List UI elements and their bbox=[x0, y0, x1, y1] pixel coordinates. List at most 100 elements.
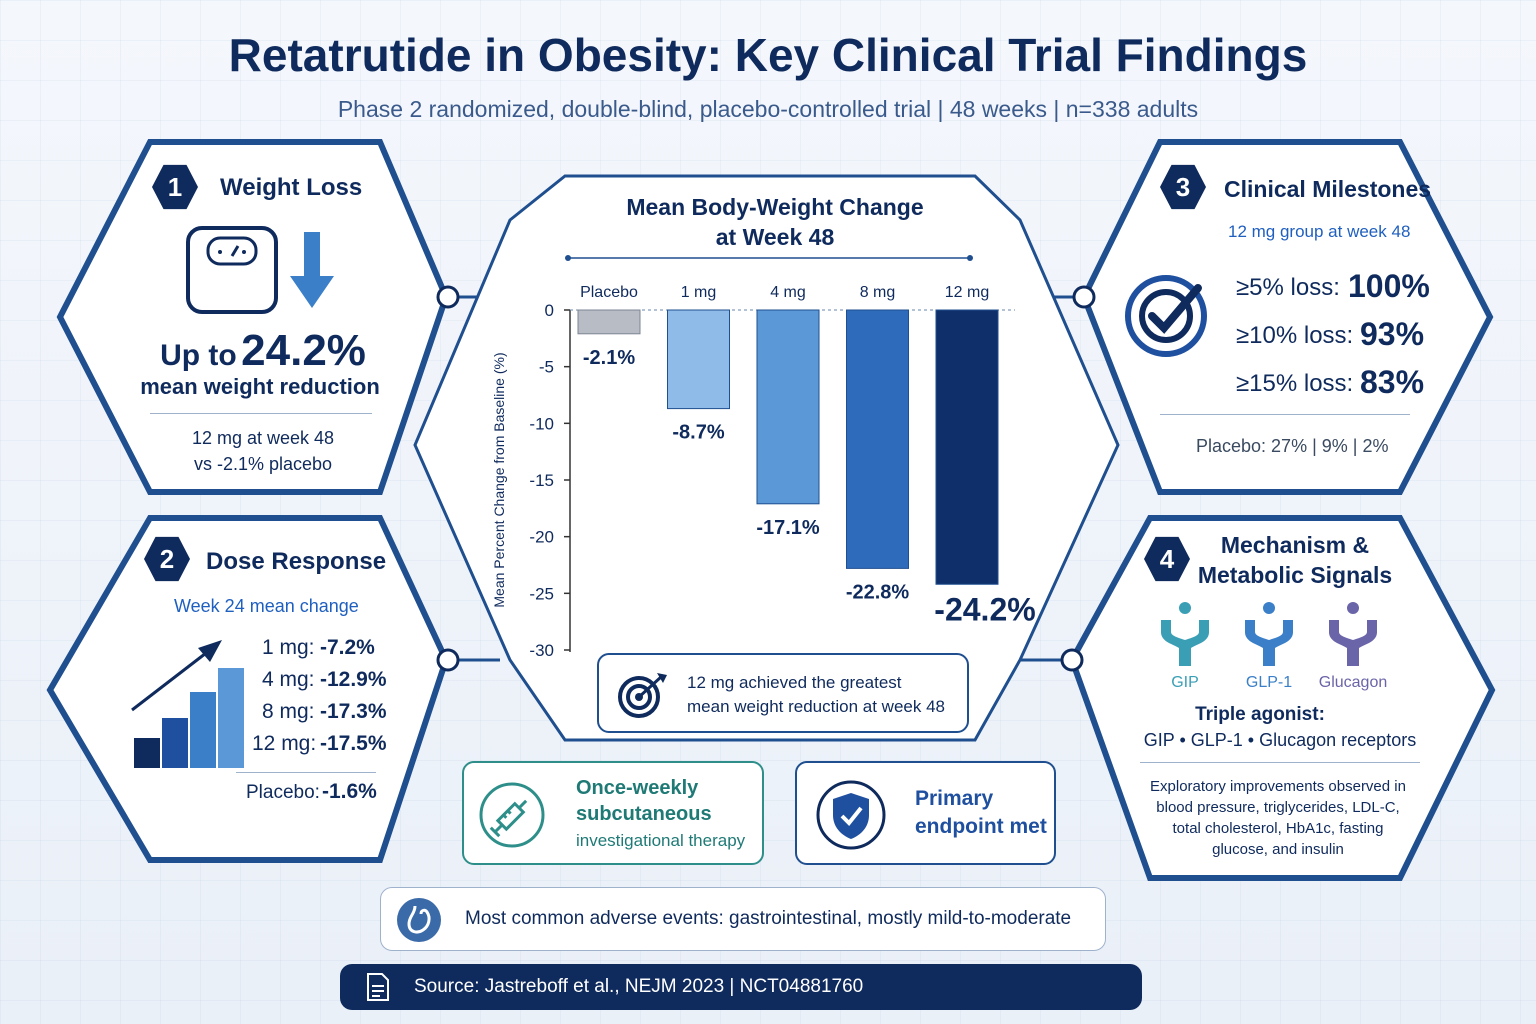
y-axis-label: Mean Percent Change from Baseline (%) bbox=[491, 352, 507, 607]
milestone-label: ≥10% loss: bbox=[1236, 322, 1354, 349]
bar bbox=[756, 309, 820, 505]
shield-check-icon bbox=[816, 780, 886, 850]
divider bbox=[150, 413, 372, 414]
source-text: Source: Jastreboff et al., NEJM 2023 | N… bbox=[414, 976, 864, 997]
milestone-label: ≥15% loss: bbox=[1236, 370, 1354, 397]
receptor-icon bbox=[1329, 602, 1377, 666]
receptor-label: Glucagon bbox=[1318, 674, 1388, 691]
y-tick-label: -5 bbox=[539, 358, 554, 377]
y-tick-label: -25 bbox=[529, 584, 554, 603]
connector-dot-1 bbox=[436, 285, 460, 309]
panel-1-frame bbox=[56, 139, 450, 495]
chart-note-card: 12 mg achieved the greatest mean weight … bbox=[597, 653, 969, 733]
exploratory-text: Exploratory improvements observed in blo… bbox=[1118, 776, 1438, 860]
milestone-value: 93% bbox=[1360, 316, 1425, 352]
bar bbox=[935, 309, 999, 585]
category-label: 1 mg bbox=[681, 284, 717, 301]
y-tick-label: -30 bbox=[529, 641, 554, 660]
headline-value: 24.2% bbox=[241, 326, 366, 375]
endpoint-card: Primary endpoint met bbox=[795, 761, 1056, 865]
dose-value: -7.2% bbox=[320, 636, 375, 659]
dose-label: 8 mg: bbox=[262, 700, 315, 723]
receptor-3: Glucagon bbox=[1316, 600, 1390, 692]
connector-dot-3 bbox=[1072, 285, 1096, 309]
y-tick-label: -15 bbox=[529, 471, 554, 490]
rising-bars-icon bbox=[131, 640, 244, 768]
receptor-icon bbox=[1245, 602, 1293, 666]
milestone-placebo: Placebo: 27% | 9% | 2% bbox=[1196, 436, 1389, 456]
placebo-label: Placebo: bbox=[246, 782, 320, 803]
chart-title-line-2: at Week 48 bbox=[715, 224, 835, 250]
exploratory-line: blood pressure, triglycerides, LDL-C, bbox=[1156, 799, 1400, 816]
y-tick-label: 0 bbox=[545, 301, 554, 320]
injection-line-1: Once-weekly bbox=[576, 777, 699, 799]
bar bbox=[667, 309, 730, 410]
milestone-label: ≥5% loss: bbox=[1236, 274, 1340, 301]
note-line-2: vs -2.1% placebo bbox=[193, 454, 333, 474]
value-label: -24.2% bbox=[934, 591, 1035, 627]
exploratory-line: total cholesterol, HbA1c, fasting bbox=[1172, 820, 1384, 837]
agonist-detail: GIP • GLP-1 • Glucagon receptors bbox=[1143, 730, 1417, 750]
category-label: 12 mg bbox=[945, 284, 989, 301]
bar bbox=[577, 309, 641, 335]
divider bbox=[236, 772, 376, 773]
receptor-icon bbox=[1161, 602, 1209, 666]
panel-3-subtitle: 12 mg group at week 48 bbox=[1228, 222, 1411, 241]
category-label: 4 mg bbox=[770, 284, 806, 301]
source-bar: Source: Jastreboff et al., NEJM 2023 | N… bbox=[340, 964, 1142, 1010]
panel-3-title: Clinical Milestones bbox=[1224, 176, 1432, 202]
placebo-value: -1.6% bbox=[322, 780, 377, 803]
stomach-icon bbox=[397, 898, 441, 942]
dose-value: -17.5% bbox=[320, 732, 387, 755]
panel-4-title-line-1: Mechanism & bbox=[1220, 532, 1370, 558]
syringe-icon bbox=[479, 782, 545, 848]
target-check-icon bbox=[1125, 275, 1207, 357]
scale-icon bbox=[186, 226, 334, 314]
receptor-label: GLP-1 bbox=[1245, 674, 1293, 691]
value-label: -8.7% bbox=[672, 422, 724, 444]
weight-change-chart: Mean Percent Change from Baseline (%) 0 -… bbox=[491, 255, 1036, 660]
divider bbox=[1160, 414, 1410, 415]
y-tick-label: -20 bbox=[529, 528, 554, 547]
connector-dot-4 bbox=[1060, 648, 1084, 672]
dose-label: 4 mg: bbox=[262, 668, 315, 691]
y-tick-label: -10 bbox=[529, 414, 554, 433]
receptor-label: GIP bbox=[1171, 674, 1199, 691]
document-icon bbox=[367, 973, 389, 1001]
chart-note-line-2: mean weight reduction at week 48 bbox=[687, 697, 945, 716]
chart-note-line-1: 12 mg achieved the greatest bbox=[687, 673, 902, 692]
milestone-value: 83% bbox=[1360, 364, 1425, 400]
value-label: -22.8% bbox=[846, 581, 910, 603]
adverse-events-text: Most common adverse events: gastrointest… bbox=[465, 908, 1072, 929]
value-label: -2.1% bbox=[583, 347, 635, 369]
value-label: -17.1% bbox=[756, 517, 820, 539]
headline: Up to 24.2% bbox=[138, 326, 388, 376]
panel-1-title: Weight Loss bbox=[220, 174, 363, 201]
receptor-2: GLP-1 bbox=[1232, 600, 1306, 692]
panel-2-subtitle: Week 24 mean change bbox=[174, 596, 359, 616]
injection-line-2: subcutaneous bbox=[576, 803, 712, 825]
page-title: Retatrutide in Obesity: Key Clinical Tri… bbox=[228, 29, 1308, 81]
target-arrow-icon bbox=[618, 673, 667, 718]
receptor-1: GIP bbox=[1148, 600, 1222, 692]
category-label: 8 mg bbox=[860, 284, 896, 301]
note-line-1: 12 mg at week 48 bbox=[191, 428, 335, 448]
dose-label: 1 mg: bbox=[262, 636, 315, 659]
endpoint-line-1: Primary bbox=[915, 787, 994, 810]
endpoint-line-2: endpoint met bbox=[915, 815, 1047, 838]
page-subtitle: Phase 2 randomized, double-blind, placeb… bbox=[337, 96, 1199, 122]
exploratory-line: Exploratory improvements observed in bbox=[1150, 778, 1406, 795]
chart-title-line-1: Mean Body-Weight Change bbox=[626, 194, 924, 220]
dose-label: 12 mg: bbox=[252, 732, 317, 755]
dose-value: -12.9% bbox=[320, 668, 387, 691]
panel-2-number: 2 bbox=[144, 536, 190, 582]
up-to-label: Up to bbox=[160, 339, 237, 372]
panel-2-title: Dose Response bbox=[206, 548, 387, 575]
agonist-title: Triple agonist: bbox=[1195, 704, 1325, 725]
adverse-events-card: Most common adverse events: gastrointest… bbox=[380, 887, 1106, 951]
panel-1-number: 1 bbox=[152, 164, 198, 210]
injection-card: Once-weekly subcutaneous investigational… bbox=[462, 761, 764, 865]
category-label: Placebo bbox=[580, 284, 638, 301]
milestone-value: 100% bbox=[1348, 268, 1430, 304]
divider bbox=[1140, 762, 1420, 763]
